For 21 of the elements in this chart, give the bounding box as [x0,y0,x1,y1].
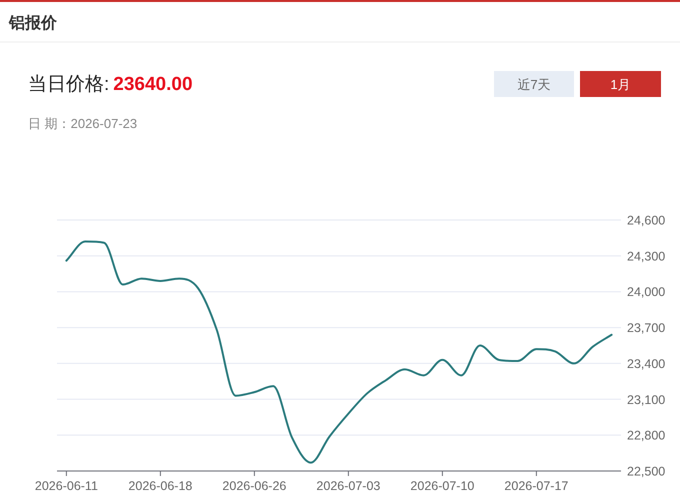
y-tick-label: 24,000 [627,285,666,300]
x-tick-label: 2026-06-26 [222,479,286,491]
text: 1月 [610,77,631,92]
y-tick-label: 23,400 [627,356,666,371]
x-tick-label: 2026-06-11 [34,479,98,491]
x-tick-label: 2026-07-03 [316,479,380,491]
y-tick-label: 22,500 [627,464,666,478]
y-tick-label: 23,100 [627,392,666,407]
y-tick-label: 23,700 [627,321,666,336]
text: 日 期：2026-07-23 [28,116,138,131]
y-tick-label: 22,800 [627,428,666,443]
text: 近7天 [517,77,551,92]
x-tick-label: 2026-06-18 [128,479,192,491]
y-tick-label: 24,600 [627,214,666,228]
text: 当日价格: [28,74,110,95]
x-tick-label: 2026-07-17 [504,479,568,491]
line-series [65,240,613,464]
x-tick-label: 2026-07-10 [410,479,474,491]
y-tick-label: 24,300 [627,249,666,264]
text: 23640.00 [113,74,193,95]
chart-title: 铝报价 [8,14,58,32]
